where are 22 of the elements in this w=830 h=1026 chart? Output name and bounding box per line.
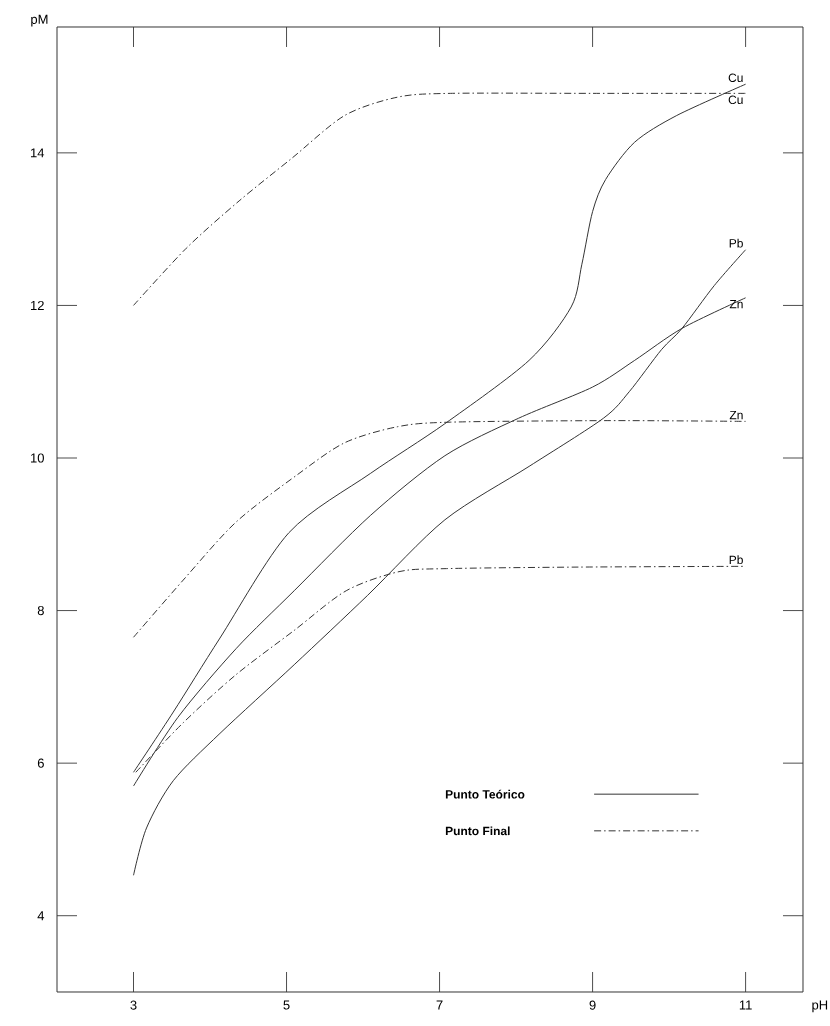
x-tick-label: 9 (589, 1000, 596, 1010)
x-axis-title: pH (812, 1000, 828, 1013)
series-label: Cu (728, 73, 743, 82)
line-series (133, 249, 747, 876)
annotation: Punto Teórico (445, 789, 525, 799)
x-tick-label: 11 (739, 1000, 752, 1010)
y-tick-label: 12 (31, 300, 44, 310)
y-tick-label: 8 (37, 605, 44, 616)
y-tick-label: 6 (37, 758, 44, 768)
annotation: Punto Final (445, 826, 510, 836)
y-tick-label: 4 (37, 911, 45, 921)
series-label: Pb (729, 238, 743, 248)
x-tick-label: 5 (283, 1000, 290, 1010)
y-tick-label: 14 (31, 148, 45, 158)
x-tick-label: 3 (130, 1000, 137, 1010)
series-label: Cu (728, 95, 743, 105)
x-tick-label: 7 (436, 1000, 443, 1010)
y-axis-title: pM (31, 14, 48, 27)
series-label: Pb (729, 555, 743, 565)
y-tick-label: 10 (31, 453, 44, 463)
series-label: Zn (729, 410, 743, 420)
series-label: Zn (729, 300, 743, 309)
